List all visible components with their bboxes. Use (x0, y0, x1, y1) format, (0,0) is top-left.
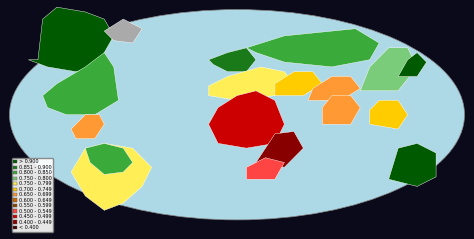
Polygon shape (246, 158, 284, 179)
Polygon shape (28, 7, 114, 72)
Polygon shape (209, 48, 256, 72)
Polygon shape (71, 115, 104, 139)
Polygon shape (322, 96, 360, 124)
Polygon shape (370, 100, 408, 129)
Ellipse shape (9, 10, 465, 220)
Polygon shape (389, 143, 436, 186)
Polygon shape (104, 19, 142, 43)
Polygon shape (275, 72, 322, 96)
Legend: > 0.900, 0.851 - 0.900, 0.800 - 0.850, 0.750 - 0.800, 0.750 - 0.799, 0.700 - 0.7: > 0.900, 0.851 - 0.900, 0.800 - 0.850, 0… (12, 158, 53, 232)
Polygon shape (246, 29, 379, 67)
Polygon shape (398, 53, 427, 76)
Polygon shape (209, 67, 294, 100)
Polygon shape (360, 48, 417, 91)
Polygon shape (43, 53, 118, 115)
Polygon shape (71, 143, 152, 210)
Polygon shape (209, 91, 284, 148)
Polygon shape (256, 131, 303, 167)
Polygon shape (308, 76, 360, 100)
Polygon shape (85, 143, 133, 174)
